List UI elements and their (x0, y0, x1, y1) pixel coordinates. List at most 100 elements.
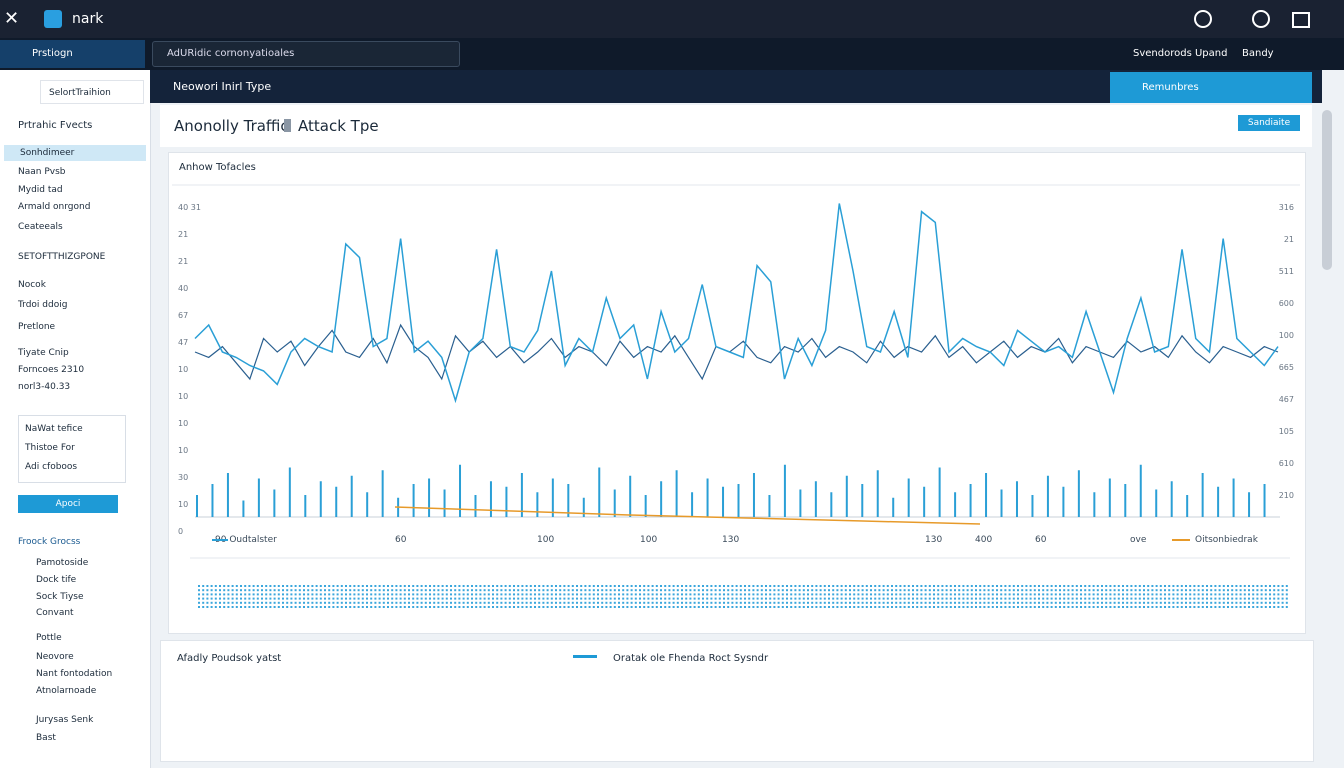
pattern-dash (1180, 606, 1183, 608)
pattern-dash (441, 606, 444, 608)
tab[interactable]: Neowori Inirl Type (173, 80, 272, 93)
pattern-dash (525, 597, 528, 600)
pattern-dash (1000, 606, 1003, 608)
pattern-dash (517, 589, 520, 592)
pattern-dash (475, 585, 478, 587)
pattern-dash (643, 601, 646, 604)
pattern-dash (240, 589, 242, 592)
sidebar-item[interactable]: Tiyate Cnip (18, 348, 69, 358)
box-item[interactable]: Adi cfoboos (25, 462, 78, 472)
icon[interactable] (1252, 10, 1270, 28)
y-label: 10 (178, 419, 188, 428)
pattern-dash (1164, 601, 1166, 604)
pattern-dash (311, 597, 314, 600)
pattern-dash (412, 585, 415, 587)
pattern-dash (949, 601, 952, 604)
box-item[interactable]: Thistoe For (25, 443, 75, 453)
pattern-dash (1264, 601, 1267, 604)
sidebar-item[interactable]: SETOFTTHIZGPONE (18, 252, 106, 262)
sidebar-item[interactable]: Dock tife (36, 575, 77, 585)
pattern-dash (844, 606, 847, 608)
pattern-dash (227, 593, 230, 596)
pattern-dash (525, 585, 528, 587)
pattern-dash (294, 589, 297, 592)
pattern-dash (912, 597, 914, 600)
pattern-dash (1126, 593, 1129, 596)
pattern-dash (1054, 585, 1057, 587)
pattern-dash (336, 597, 339, 600)
pattern-dash (370, 606, 373, 608)
search-box[interactable]: AdURidic cornonyatioales (152, 41, 460, 67)
select[interactable]: SelortTraihion (40, 80, 144, 104)
pattern-dash (576, 593, 578, 596)
pattern-dash (1273, 589, 1276, 592)
x-label: 60 (1035, 535, 1047, 545)
sidebar-item[interactable]: Pretlone (18, 322, 56, 332)
pattern-dash (798, 585, 801, 587)
scrollbar[interactable] (1322, 110, 1332, 270)
pattern-dash (290, 601, 293, 604)
icon[interactable] (1292, 12, 1310, 28)
dropdown[interactable]: Prstiogn (0, 40, 145, 68)
action-button[interactable]: Sandiaite (1238, 115, 1300, 131)
sidebar-item[interactable]: Convant (36, 608, 74, 618)
toolbar-link[interactable]: Bandy (1242, 48, 1274, 59)
pattern-dash (210, 593, 213, 596)
pattern-dash (702, 606, 704, 608)
sidebar-item[interactable]: Pottle (36, 633, 62, 643)
sidebar-item[interactable]: Mydid tad (18, 185, 63, 195)
pattern-dash (1021, 593, 1024, 596)
sidebar-item[interactable]: Armald onrgond (18, 202, 91, 212)
pattern-dash (231, 606, 234, 608)
apply-button[interactable]: Apoci (18, 495, 118, 513)
sidebar-item[interactable]: Forncoes 2310 (18, 365, 85, 375)
pattern-dash (399, 593, 402, 596)
pattern-dash (865, 585, 868, 587)
pattern-dash (1063, 585, 1066, 587)
sidebar-item[interactable]: Prtrahic Fvects (18, 120, 93, 131)
toolbar-link[interactable]: Svendorods Upand (1133, 48, 1228, 59)
sidebar-item[interactable]: Sonhdimeer (4, 145, 146, 161)
pattern-dash (500, 585, 503, 587)
sidebar-item[interactable]: Naan Pvsb (18, 167, 66, 177)
pattern-dash (349, 589, 352, 592)
pattern-dash (710, 597, 713, 600)
pattern-dash (1050, 597, 1053, 600)
pattern-dash (1264, 589, 1267, 592)
sidebar-item[interactable]: Froock Grocss (18, 537, 81, 547)
box-item[interactable]: NaWat tefice (25, 424, 83, 434)
icon[interactable] (1194, 10, 1212, 28)
pattern-dash (198, 589, 200, 592)
pattern-dash (437, 606, 440, 608)
pattern-dash (391, 589, 394, 592)
pattern-dash (1067, 601, 1070, 604)
y-label: 10 (178, 446, 188, 455)
pattern-dash (945, 593, 948, 596)
pattern-dash (1063, 597, 1066, 600)
sidebar-item[interactable]: Neovore (36, 652, 74, 662)
pattern-dash (1126, 606, 1129, 608)
pattern-dash (903, 601, 906, 604)
close-icon[interactable]: ✕ (4, 8, 20, 29)
sidebar-item[interactable]: Jurysas Senk (36, 715, 94, 725)
sidebar-item[interactable]: Bast (36, 733, 56, 743)
pattern-dash (886, 606, 889, 608)
pattern-dash (685, 585, 688, 587)
pattern-dash (882, 585, 885, 587)
sidebar-item[interactable]: Sock Tiyse (36, 592, 84, 602)
pattern-dash (802, 593, 805, 596)
pattern-dash (1096, 593, 1099, 596)
right-tab[interactable]: Remunbres (1110, 72, 1312, 103)
pattern-dash (357, 601, 360, 604)
sidebar-item[interactable]: Pamotoside (36, 558, 89, 568)
sidebar-item[interactable]: Ceateeals (18, 222, 63, 232)
sidebar-item[interactable]: norl3-40.33 (18, 382, 71, 392)
sidebar-item[interactable]: Nocok (18, 280, 46, 290)
pattern-dash (979, 601, 982, 604)
bar (598, 467, 601, 517)
sidebar-item[interactable]: Nant fontodation (36, 669, 113, 679)
pattern-dash (1080, 593, 1082, 596)
pattern-dash (529, 589, 532, 592)
sidebar-item[interactable]: Trdoi ddoig (18, 300, 68, 310)
sidebar-item[interactable]: Atnolarnoade (36, 686, 97, 696)
